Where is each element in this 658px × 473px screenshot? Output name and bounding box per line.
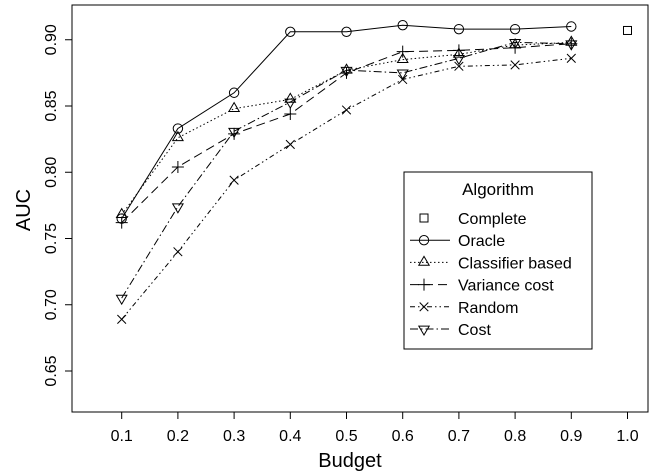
x-tick-label: 0.3: [223, 428, 245, 445]
data-point-oracle: [509, 23, 521, 35]
y-tick-label: 0.85: [43, 90, 60, 121]
data-point-oracle: [341, 26, 352, 37]
x-tick-label: 0.1: [111, 428, 133, 445]
x-tick-label: 0.4: [279, 428, 301, 445]
series-complete: [623, 25, 632, 35]
legend-marker: [418, 235, 430, 246]
series-line-cost: [121, 41, 572, 299]
legend-entries: Complete Oracle Classifier based Variance c…: [410, 211, 572, 339]
data-point-cost: [340, 66, 353, 78]
legend-marker: [417, 325, 431, 336]
data-point-variance-cost: [171, 160, 184, 173]
x-tick-label: 0.6: [392, 428, 414, 445]
legend-label: Oracle: [458, 233, 505, 250]
x-axis: 0.1 0.2 0.3 0.4 0.5 0.6 0.7 0.8 0.9 1.0: [111, 412, 639, 445]
series-random: [117, 53, 576, 324]
legend-marker: [419, 302, 429, 312]
data-point-complete: [623, 25, 632, 35]
legend-box: [403, 171, 593, 350]
data-point-random: [285, 139, 295, 150]
data-point-classifier-based: [228, 101, 241, 113]
data-point-cost: [565, 40, 578, 51]
legend-entry-random: Random: [410, 300, 518, 317]
y-tick-label: 0.80: [43, 157, 60, 188]
x-tick-label: 1.0: [616, 428, 638, 445]
data-point-random: [117, 314, 127, 324]
y-axis: 0.65 0.70 0.75 0.80 0.85 0.90: [43, 24, 72, 387]
data-point-variance-cost: [115, 216, 128, 229]
legend-entry-complete: Complete: [419, 211, 527, 228]
plot-frame: [71, 4, 649, 413]
data-point-oracle: [172, 123, 184, 134]
y-axis-label: AUC: [13, 189, 35, 231]
data-point-cost: [452, 54, 465, 66]
data-point-cost: [396, 69, 409, 80]
legend-marker: [417, 255, 431, 266]
legend-entry-classifier-based: Classifier based: [410, 255, 572, 272]
data-point-cost: [115, 294, 128, 306]
series-line-oracle: [121, 24, 572, 219]
legend-entry-cost: Cost: [410, 322, 491, 339]
data-point-oracle: [397, 19, 408, 31]
series-oracle: [116, 19, 577, 224]
data-point-random: [510, 60, 520, 70]
data-point-variance-cost: [452, 44, 465, 57]
y-tick-label: 0.75: [43, 223, 60, 254]
legend: Algorithm Complete Oracle Classifier based…: [403, 171, 593, 350]
legend-label: Cost: [458, 322, 491, 339]
y-tick-label: 0.70: [43, 289, 60, 320]
data-point-oracle: [228, 87, 240, 98]
data-point-cost: [509, 39, 522, 50]
data-point-classifier-based: [171, 130, 184, 142]
series-cost: [115, 39, 578, 306]
legend-marker: [418, 278, 430, 291]
legend-entry-oracle: Oracle: [410, 233, 505, 250]
y-tick-label: 0.90: [43, 24, 60, 55]
series-variance-cost: [115, 37, 578, 229]
legend-label: Random: [458, 300, 518, 317]
data-point-classifier-based: [396, 52, 409, 63]
x-axis-label: Budget: [318, 450, 382, 472]
data-point-variance-cost: [396, 45, 409, 58]
legend-entry-variance-cost: Variance cost: [410, 278, 554, 295]
legend-label: Complete: [458, 211, 527, 228]
legend-label: Classifier based: [458, 255, 572, 272]
y-tick-label: 0.65: [43, 355, 60, 386]
legend-marker: [419, 213, 429, 223]
data-point-random: [341, 105, 352, 115]
data-point-cost: [228, 127, 241, 139]
data-point-classifier-based: [452, 47, 465, 58]
data-point-random: [566, 53, 576, 63]
data-point-oracle: [285, 26, 296, 37]
data-point-random: [229, 175, 239, 185]
x-tick-label: 0.8: [504, 428, 526, 445]
data-point-cost: [284, 98, 297, 110]
x-tick-label: 0.7: [448, 428, 470, 445]
data-point-oracle: [566, 21, 577, 32]
x-tick-label: 0.9: [560, 428, 582, 445]
data-point-cost: [171, 203, 184, 214]
legend-title: Algorithm: [462, 180, 534, 199]
x-tick-label: 0.2: [167, 428, 189, 445]
x-tick-label: 0.5: [335, 428, 357, 445]
data-point-variance-cost: [284, 107, 297, 120]
data-point-oracle: [453, 23, 465, 35]
series-line-classifier-based: [121, 41, 572, 215]
legend-label: Variance cost: [458, 278, 554, 295]
series-layer: [115, 19, 632, 324]
data-point-random: [173, 247, 183, 257]
data-point-random: [454, 61, 464, 71]
